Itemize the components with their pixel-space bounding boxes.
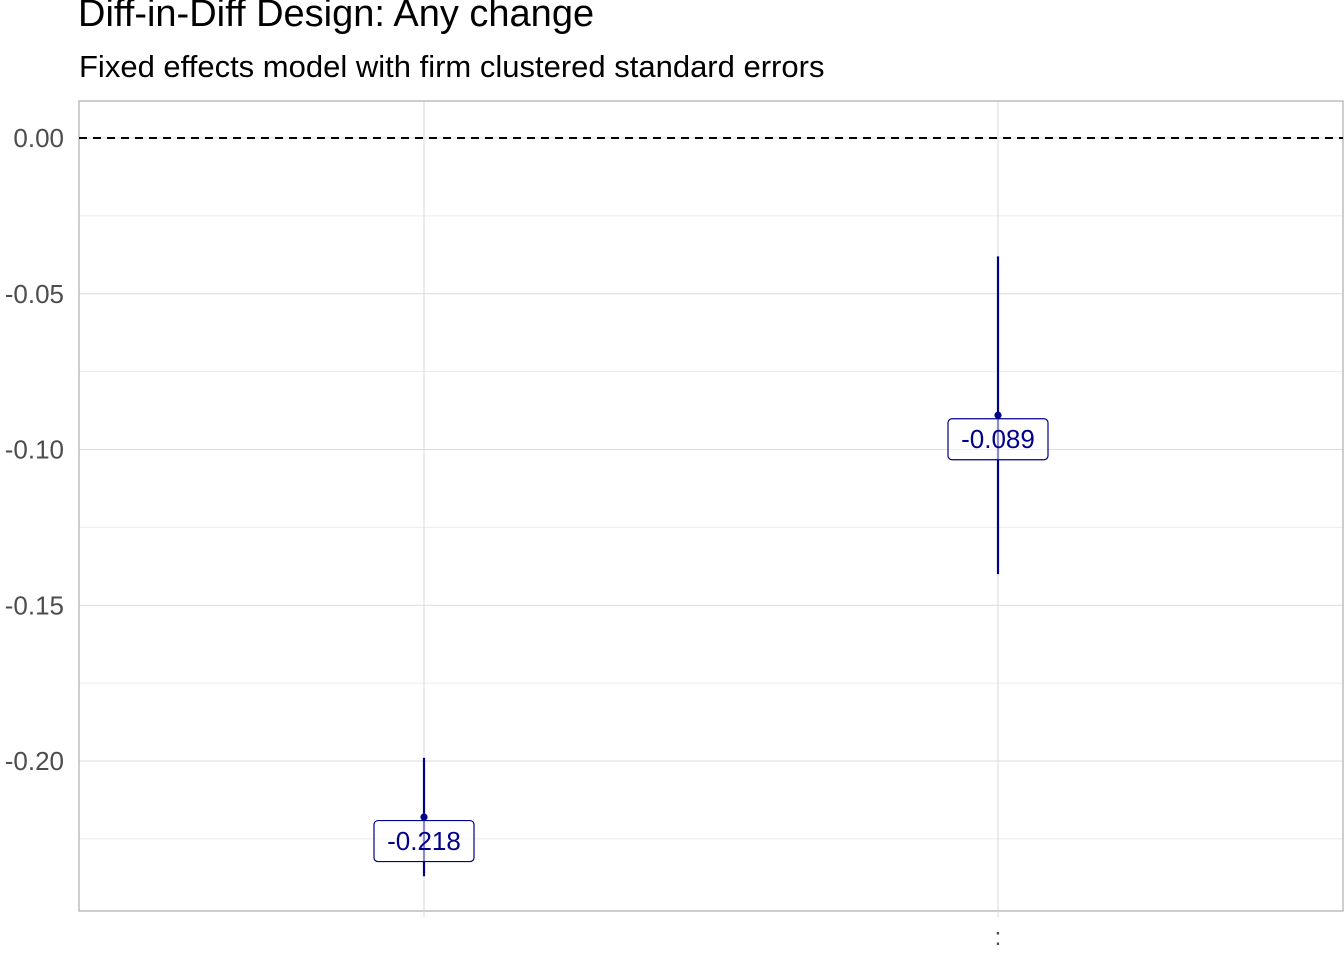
estimate-label: -0.089	[961, 424, 1035, 454]
estimate-label-box	[373, 819, 475, 863]
chart-title: Diff-in-Diff Design: Any change	[78, 0, 595, 35]
x-tick-label: :	[995, 924, 1002, 951]
y-tick-label: -0.05	[5, 279, 64, 309]
estimate-label-box	[947, 418, 1049, 461]
estimate-label: -0.218	[387, 826, 461, 856]
y-tick-label: -0.10	[5, 435, 64, 465]
point-estimate	[420, 813, 428, 821]
point-estimate	[994, 411, 1002, 419]
y-tick-label: -0.20	[5, 746, 64, 776]
y-tick-label: -0.15	[5, 590, 64, 620]
y-tick-label: 0.00	[13, 123, 64, 153]
panel-border	[78, 100, 1344, 912]
chart-subtitle: Fixed effects model with firm clustered …	[79, 49, 825, 84]
